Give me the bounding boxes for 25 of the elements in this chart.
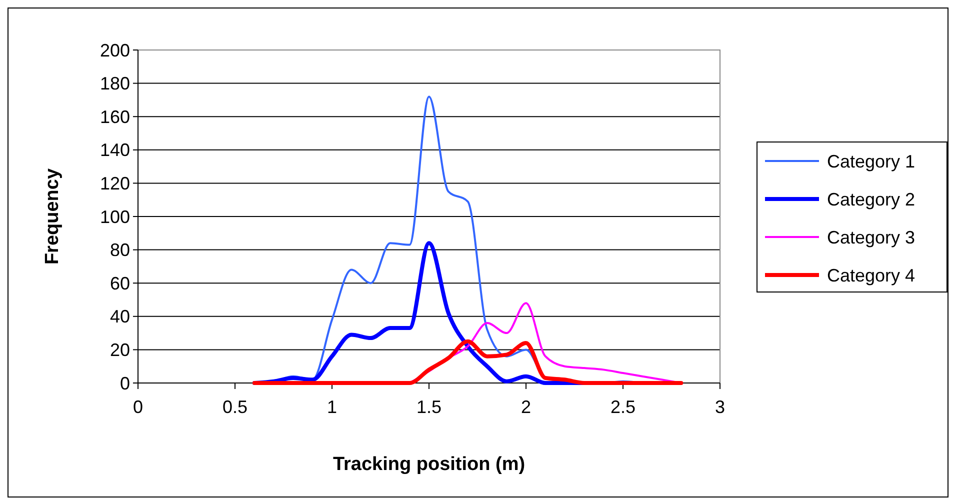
legend-label: Category 3	[827, 227, 916, 248]
x-axis-title: Tracking position (m)	[332, 454, 526, 475]
x-tick-label: 2	[520, 397, 532, 417]
legend-label: Category 4	[827, 265, 916, 286]
y-axis-title: Frequency	[42, 168, 63, 265]
y-tick-label: 20	[110, 340, 130, 360]
y-tick-label: 160	[100, 106, 130, 127]
y-tick-label: 120	[100, 174, 130, 194]
y-tick-label: 140	[100, 140, 130, 160]
y-tick-label: 100	[100, 206, 130, 227]
y-tick-label: 0	[120, 373, 130, 394]
legend-label: Category 1	[827, 151, 916, 172]
x-tick-label: 3	[714, 397, 726, 417]
x-tick-label: 0	[132, 397, 144, 417]
legend-label: Category 2	[827, 189, 916, 210]
x-tick-label: 1	[326, 397, 338, 417]
x-tick-label: 0.5	[222, 397, 248, 417]
x-tick-label: 1.5	[416, 397, 442, 417]
y-tick-label: 60	[110, 273, 130, 294]
line-series	[252, 339, 684, 385]
x-tick-label: 2.5	[610, 397, 636, 417]
y-tick-label: 80	[110, 240, 130, 260]
y-tick-label: 40	[110, 306, 130, 327]
y-tick-label: 180	[100, 74, 130, 94]
y-tick-label: 200	[100, 40, 130, 60]
